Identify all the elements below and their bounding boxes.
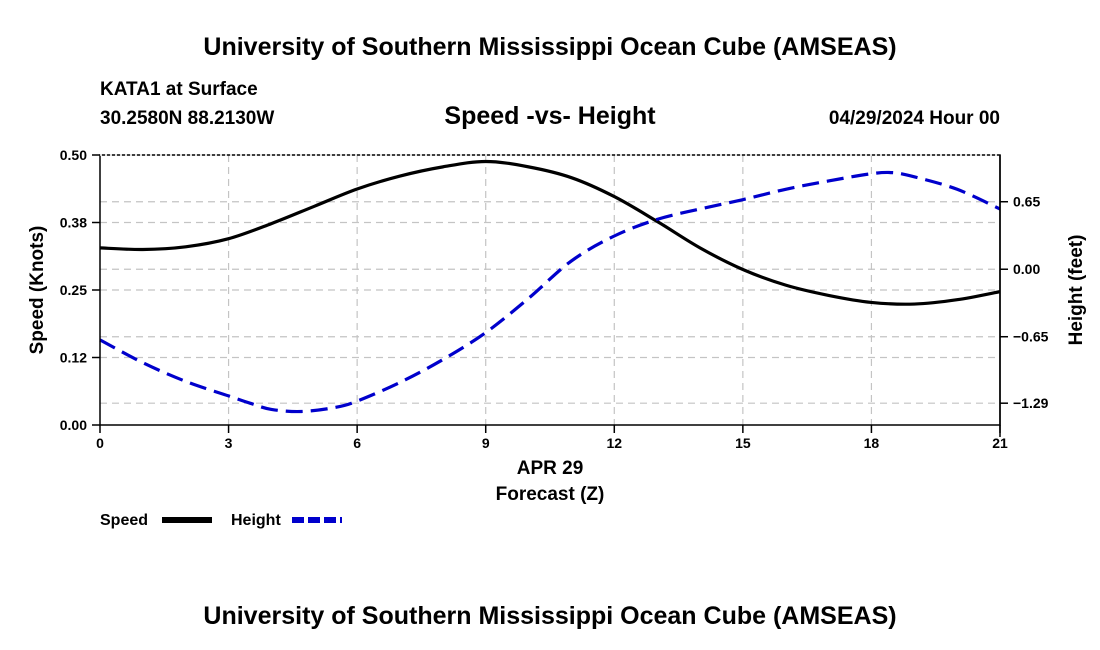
y2-tick-label: −1.29 xyxy=(1013,395,1049,411)
x-axis-date: APR 29 xyxy=(517,458,584,479)
ticks-layer: 0 3 6 9 12 15 18 21 0.00 0.12 0.25 0.38 0.50 −1.29 −0.… xyxy=(60,147,1049,451)
legend: Speed Height xyxy=(100,512,342,529)
y2-tick-label: 0.65 xyxy=(1013,194,1040,210)
series-line-speed xyxy=(99,159,1001,306)
legend-speed-label: Speed xyxy=(100,512,148,529)
x-tick-label: 9 xyxy=(482,435,490,451)
y-axis-label: Speed (Knots) xyxy=(27,226,48,355)
series-layer xyxy=(99,159,1001,414)
x-tick-label: 18 xyxy=(864,435,880,451)
x-tick-label: 21 xyxy=(992,435,1008,451)
x-tick-label: 12 xyxy=(606,435,622,451)
x-tick-label: 0 xyxy=(96,435,104,451)
station-label: KATA1 at Surface xyxy=(100,79,258,100)
x-tick-label: 3 xyxy=(225,435,233,451)
datetime-label: 04/29/2024 Hour 00 xyxy=(829,108,1000,129)
grid xyxy=(100,155,1000,425)
series-line-height xyxy=(99,170,1001,414)
y-tick-label: 0.25 xyxy=(60,282,87,298)
y-tick-label: 0.38 xyxy=(60,215,87,231)
y2-tick-label: 0.00 xyxy=(1013,261,1040,277)
y-tick-label: 0.12 xyxy=(60,350,87,366)
footer-title: University of Southern Mississippi Ocean… xyxy=(203,602,896,630)
x-axis-label: Forecast (Z) xyxy=(496,484,605,505)
x-tick-label: 6 xyxy=(353,435,361,451)
x-tick-label: 15 xyxy=(735,435,751,451)
page-title: University of Southern Mississippi Ocean… xyxy=(203,33,896,61)
y-tick-label: 0.50 xyxy=(60,147,87,163)
y2-axis-label: Height (feet) xyxy=(1066,235,1087,346)
legend-height-label: Height xyxy=(231,512,281,529)
y2-tick-label: −0.65 xyxy=(1013,329,1049,345)
y-tick-label: 0.00 xyxy=(60,417,87,433)
coordinates-label: 30.2580N 88.2130W xyxy=(100,108,274,129)
chart-title: Speed -vs- Height xyxy=(444,102,656,130)
